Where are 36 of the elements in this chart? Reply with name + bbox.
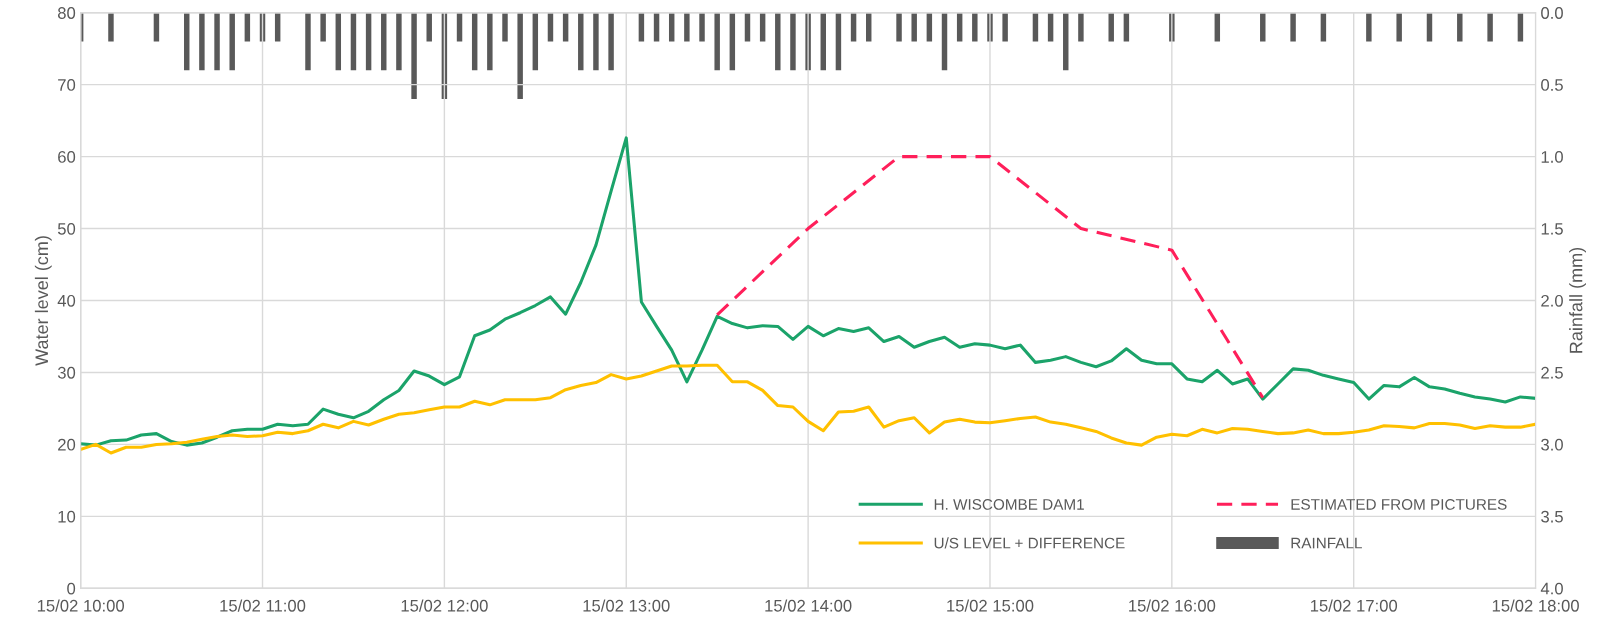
y-tick-label: 30 bbox=[57, 366, 76, 379]
x-tick-label: 15/02 11:00 bbox=[220, 599, 306, 612]
x-tick-label: 15/02 16:00 bbox=[1129, 599, 1216, 612]
legend-label: ESTIMATED FROM PICTURES bbox=[1291, 499, 1507, 510]
legend-label: U/S LEVEL + DIFFERENCE bbox=[934, 537, 1125, 549]
y-tick-label: 60 bbox=[58, 151, 76, 163]
y2-tick-label: 3.5 bbox=[1541, 510, 1563, 523]
y2-tick-label: 3.0 bbox=[1541, 438, 1563, 451]
line-series bbox=[80, 363, 1536, 455]
y2-tick-label: 2.5 bbox=[1541, 366, 1563, 379]
y-tick-label: 70 bbox=[58, 79, 76, 91]
legend-label: RAINFALL bbox=[1291, 537, 1362, 549]
line-series bbox=[715, 155, 1265, 400]
x-tick-label: 15/02 17:00 bbox=[1310, 599, 1398, 612]
y-tick-label: 0 bbox=[67, 582, 76, 595]
y2-tick-label: 1.5 bbox=[1541, 223, 1563, 235]
x-tick-label: 15/02 12:00 bbox=[401, 599, 488, 612]
y2-tick-label: 4.0 bbox=[1540, 582, 1563, 595]
y2-tick-label: 2.0 bbox=[1541, 294, 1563, 307]
y-tick-label: 40 bbox=[57, 294, 76, 307]
x-tick-label: 15/02 10:00 bbox=[37, 599, 125, 612]
x-tick-label: 15/02 18:00 bbox=[1492, 599, 1579, 612]
y-tick-label: 50 bbox=[57, 222, 76, 235]
y-tick-label: 80 bbox=[57, 7, 76, 19]
legend-label: H. WISCOMBE DAM1 bbox=[934, 499, 1084, 510]
y2-tick-label: 1.0 bbox=[1541, 151, 1563, 163]
x-tick-label: 15/02 14:00 bbox=[765, 599, 852, 612]
y2-axis-title: Rainfall (mm) bbox=[1569, 247, 1586, 353]
y-axis-title: Water level (cm) bbox=[34, 236, 52, 366]
y2-tick-label: 0.0 bbox=[1541, 7, 1563, 19]
y-tick-label: 20 bbox=[58, 438, 76, 451]
x-tick-label: 15/02 13:00 bbox=[583, 599, 670, 612]
y2-tick-label: 0.5 bbox=[1541, 79, 1563, 91]
y-tick-label: 10 bbox=[58, 510, 76, 523]
line-series bbox=[80, 136, 1536, 447]
x-tick-label: 15/02 15:00 bbox=[947, 599, 1034, 612]
